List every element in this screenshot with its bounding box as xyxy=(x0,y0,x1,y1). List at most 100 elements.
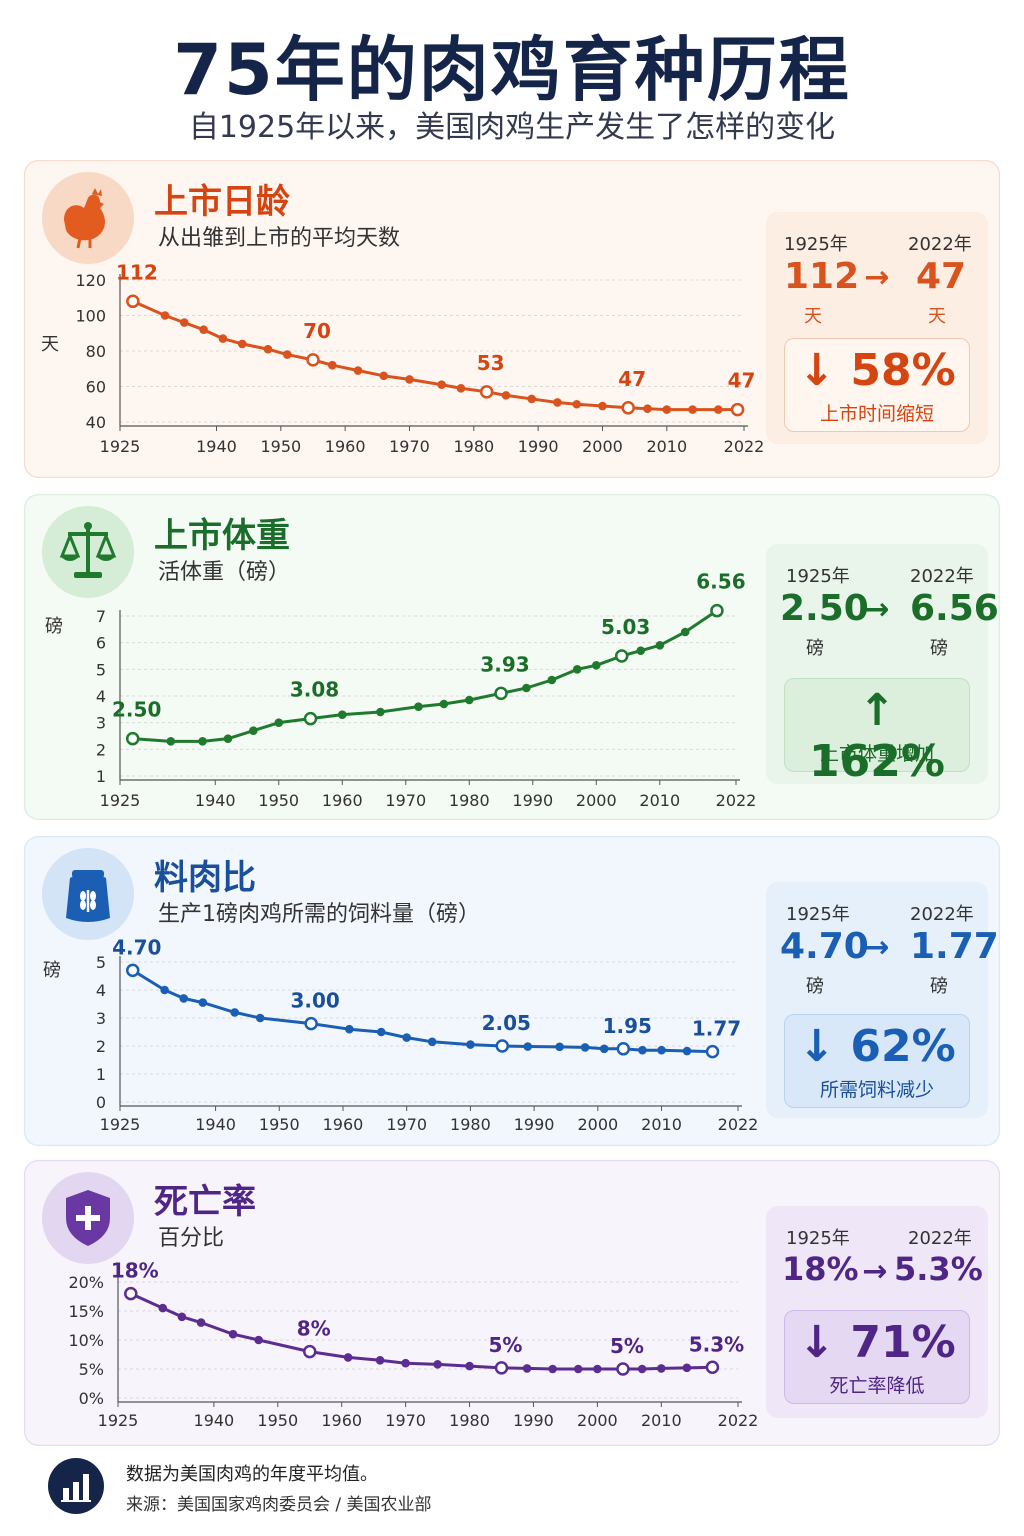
scale-icon xyxy=(42,506,134,598)
change-box: ↓ 58% 上市时间缩短 xyxy=(784,338,970,432)
data-label: 3.93 xyxy=(480,652,529,676)
data-point xyxy=(306,353,320,367)
x-tick-label: 1950 xyxy=(260,437,301,456)
data-point xyxy=(177,1312,187,1322)
y-tick-label: 1 xyxy=(96,767,106,786)
stat-unit-start: 磅 xyxy=(806,976,824,997)
data-point xyxy=(437,380,446,390)
panel-mortality: 0% 5% 10% 15% 20% 1925 1940 1950 1960 1970 1980 199… xyxy=(24,1160,1000,1446)
data-point xyxy=(662,405,672,414)
section-title: 死亡率 xyxy=(154,1182,256,1222)
x-tick-label: 2000 xyxy=(577,1115,618,1134)
data-point xyxy=(255,1013,265,1023)
stat-year-start: 1925年 xyxy=(786,1228,850,1249)
section-subtitle: 生产1磅肉鸡所需的饲料量（磅） xyxy=(158,902,480,927)
change-label: 上市时间缩短 xyxy=(819,403,934,425)
data-point xyxy=(643,404,652,413)
section-title: 上市日龄 xyxy=(154,182,290,222)
data-label: 47 xyxy=(618,367,646,391)
data-point xyxy=(682,1046,692,1056)
y-tick-label: 5 xyxy=(96,953,106,972)
stat-year-end: 2022年 xyxy=(910,904,974,925)
data-label: 4.70 xyxy=(112,935,161,959)
change-percent: ↑ 162% xyxy=(809,685,945,787)
y-tick-label: 4 xyxy=(96,687,106,706)
stat-year-end: 2022年 xyxy=(908,1228,972,1249)
data-point xyxy=(427,1037,437,1047)
y-tick-label: 5 xyxy=(96,660,106,679)
section-title: 料肉比 xyxy=(154,858,256,898)
panel-background xyxy=(24,494,1000,820)
y-tick-label: 1 xyxy=(96,1065,106,1084)
data-point xyxy=(439,699,449,709)
y-tick-label: 2 xyxy=(96,1037,106,1056)
stat-value-start: 112 xyxy=(784,256,860,297)
data-point xyxy=(414,702,423,711)
change-box: ↓ 62% 所需饲料减少 xyxy=(784,1014,970,1108)
x-tick-label: 1980 xyxy=(449,791,490,810)
data-point xyxy=(547,675,557,685)
data-point xyxy=(598,401,607,411)
feed-bag-icon xyxy=(42,848,134,940)
data-point xyxy=(522,1364,532,1373)
chart-market-age: 40 60 80 100 120 1925 1940 1950 1960 1970 1980 1990… xyxy=(24,160,1000,478)
stat-unit-end: 磅 xyxy=(930,638,948,659)
x-tick-label: 1925 xyxy=(100,437,141,456)
data-point xyxy=(345,1024,354,1034)
data-point xyxy=(730,402,745,417)
data-point xyxy=(688,405,697,414)
y-tick-label: 20% xyxy=(68,1273,104,1292)
data-label: 5% xyxy=(610,1334,644,1358)
page-title: 75年的肉鸡育种历程 xyxy=(173,29,851,111)
data-label: 2.05 xyxy=(482,1011,531,1035)
y-tick-label: 40 xyxy=(86,413,106,432)
y-tick-label: 10% xyxy=(68,1331,104,1350)
data-point xyxy=(573,1364,583,1374)
data-point xyxy=(433,1360,442,1369)
data-point xyxy=(548,1364,557,1374)
data-point xyxy=(616,1362,630,1376)
change-box: ↓ 71% 死亡率降低 xyxy=(784,1310,970,1404)
data-point xyxy=(705,1044,720,1059)
x-tick-label: 1990 xyxy=(513,1411,554,1430)
x-tick-label: 2000 xyxy=(577,1411,618,1430)
x-tick-label: 2010 xyxy=(641,1411,682,1430)
data-point xyxy=(180,318,189,327)
y-tick-label: 7 xyxy=(96,607,106,626)
data-point xyxy=(303,1344,317,1359)
x-tick-label: 1925 xyxy=(100,791,141,810)
x-tick-label: 1940 xyxy=(195,791,236,810)
data-point xyxy=(126,294,140,309)
data-label: 6.56 xyxy=(696,570,745,594)
stat-year-start: 1925年 xyxy=(784,234,848,255)
data-point xyxy=(682,1363,692,1373)
x-tick-label: 1960 xyxy=(323,1115,364,1134)
data-point xyxy=(196,1318,206,1327)
data-point xyxy=(593,1364,602,1374)
data-point xyxy=(249,726,258,735)
stat-unit-start: 磅 xyxy=(806,638,824,659)
data-point xyxy=(465,1361,474,1371)
y-tick-label: 15% xyxy=(68,1302,104,1321)
section-subtitle: 从出雏到上市的平均天数 xyxy=(158,226,401,251)
data-point xyxy=(637,1364,647,1374)
panel-background xyxy=(24,1160,1000,1446)
panel-background xyxy=(24,160,1000,478)
x-tick-label: 1940 xyxy=(196,437,237,456)
series-line xyxy=(131,969,713,1054)
data-point xyxy=(282,350,292,359)
stat-box: 1925年 2022年 4.70 → 1.77 磅 磅 ↓ 62% 所需饲料减少 xyxy=(766,882,999,1118)
data-point xyxy=(657,1045,666,1055)
data-point xyxy=(636,646,646,655)
data-point xyxy=(553,398,562,407)
panel-background xyxy=(24,836,1000,1146)
data-point xyxy=(656,1364,666,1373)
data-point xyxy=(375,1356,385,1365)
stat-value-end: 1.77 xyxy=(910,926,999,967)
y-axis-label: 天 xyxy=(41,334,59,355)
data-label: 8% xyxy=(297,1317,331,1341)
x-tick-label: 2010 xyxy=(646,437,687,456)
change-percent: ↓ 71% xyxy=(798,1317,956,1368)
x-tick-label: 1980 xyxy=(450,1115,491,1134)
